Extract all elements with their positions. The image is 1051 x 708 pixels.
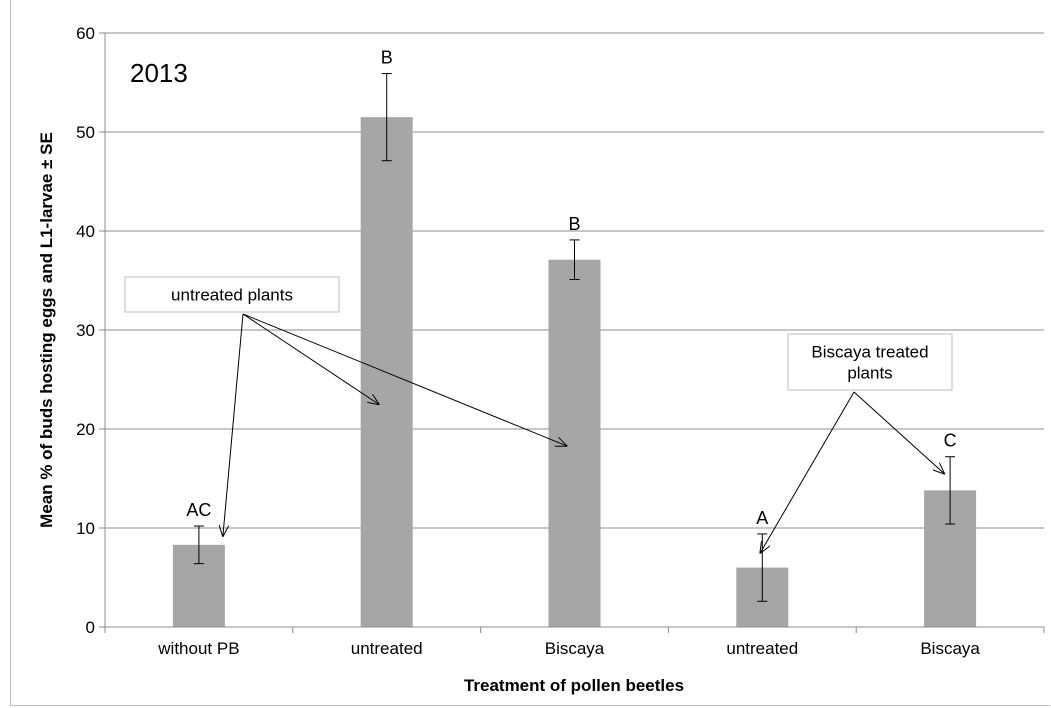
callout-box — [124, 276, 340, 313]
x-tick-label: untreated — [351, 639, 423, 658]
callout-box — [787, 333, 953, 391]
bar — [548, 259, 601, 627]
significance-label: C — [944, 431, 957, 451]
y-tick-label: 10 — [76, 519, 95, 538]
y-tick-label: 30 — [76, 321, 95, 340]
chart-title: 2013 — [130, 58, 188, 88]
callout-label: plants — [847, 364, 892, 383]
x-tick-label: Biscaya — [545, 639, 605, 658]
y-tick-label: 60 — [76, 24, 95, 43]
significance-label: B — [381, 48, 393, 68]
callout-arrow — [242, 313, 379, 404]
callout-label: Biscaya treated — [811, 343, 928, 362]
y-tick-label: 40 — [76, 222, 95, 241]
significance-label: AC — [186, 500, 211, 520]
axes — [104, 33, 1045, 633]
significance-label: B — [568, 214, 580, 234]
callout-arrow — [223, 313, 244, 536]
callout-arrow — [242, 313, 567, 446]
callout-arrow — [853, 391, 944, 474]
significance-label: A — [756, 508, 768, 528]
y-tick-label: 0 — [86, 618, 95, 637]
x-tick-label: Biscaya — [920, 639, 980, 658]
callouts: untreated plants Biscaya treated plants — [124, 276, 953, 553]
x-axis-title: Treatment of pollen beetles — [464, 676, 684, 695]
y-tick-labels: 0 10 20 30 40 50 60 — [76, 24, 95, 637]
x-tick-labels: without PB untreated Biscaya untreated Bisca… — [157, 639, 980, 658]
x-tick-label: without PB — [157, 639, 239, 658]
y-axis-title: Mean % of buds hosting eggs and L1-larva… — [37, 132, 56, 528]
chart-frame — [10, 0, 1050, 706]
callout-label: untreated plants — [171, 286, 293, 305]
y-tick-label: 20 — [76, 420, 95, 439]
x-tick-label: untreated — [726, 639, 798, 658]
y-tick-label: 50 — [76, 123, 95, 142]
callout-arrow — [760, 391, 855, 553]
